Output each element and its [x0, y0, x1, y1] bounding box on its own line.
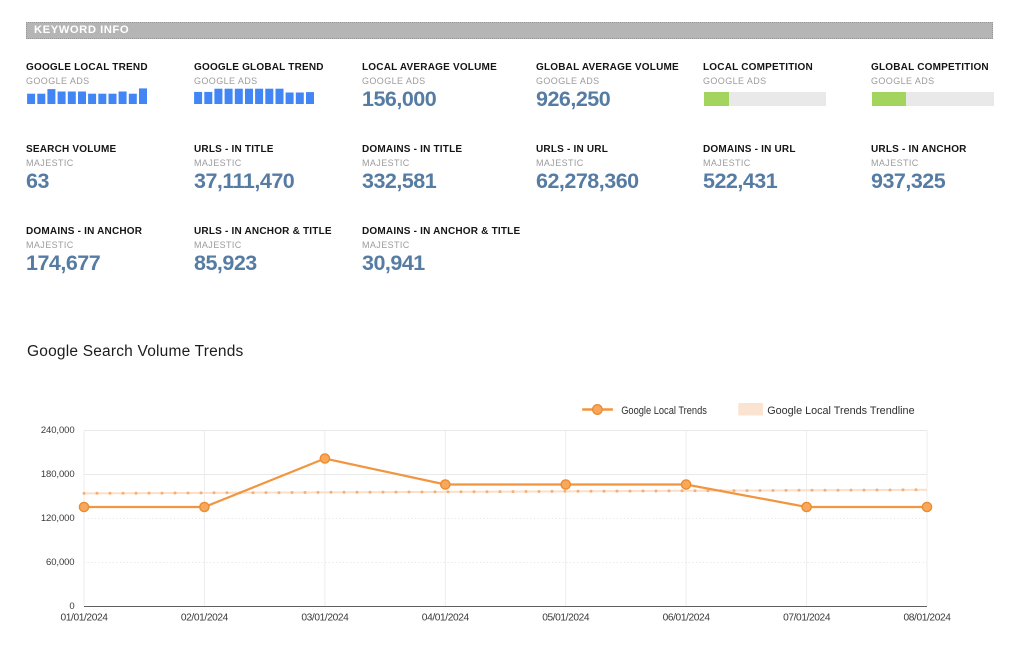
svg-text:Google Local Trends: Google Local Trends: [621, 405, 707, 417]
svg-text:04/01/2024: 04/01/2024: [422, 613, 470, 624]
svg-text:0: 0: [69, 601, 74, 612]
svg-text:240,000: 240,000: [41, 425, 75, 436]
svg-text:Google Local Trends Trendline: Google Local Trends Trendline: [767, 405, 914, 417]
svg-text:02/01/2024: 02/01/2024: [181, 613, 229, 624]
svg-text:06/01/2024: 06/01/2024: [663, 613, 711, 624]
svg-text:120,000: 120,000: [41, 513, 75, 524]
svg-text:07/01/2024: 07/01/2024: [783, 613, 831, 624]
svg-text:180,000: 180,000: [41, 469, 75, 480]
svg-text:01/01/2024: 01/01/2024: [61, 613, 109, 624]
svg-text:60,000: 60,000: [46, 557, 74, 568]
svg-text:03/01/2024: 03/01/2024: [301, 613, 349, 624]
svg-text:08/01/2024: 08/01/2024: [904, 613, 952, 624]
svg-text:05/01/2024: 05/01/2024: [542, 613, 590, 624]
